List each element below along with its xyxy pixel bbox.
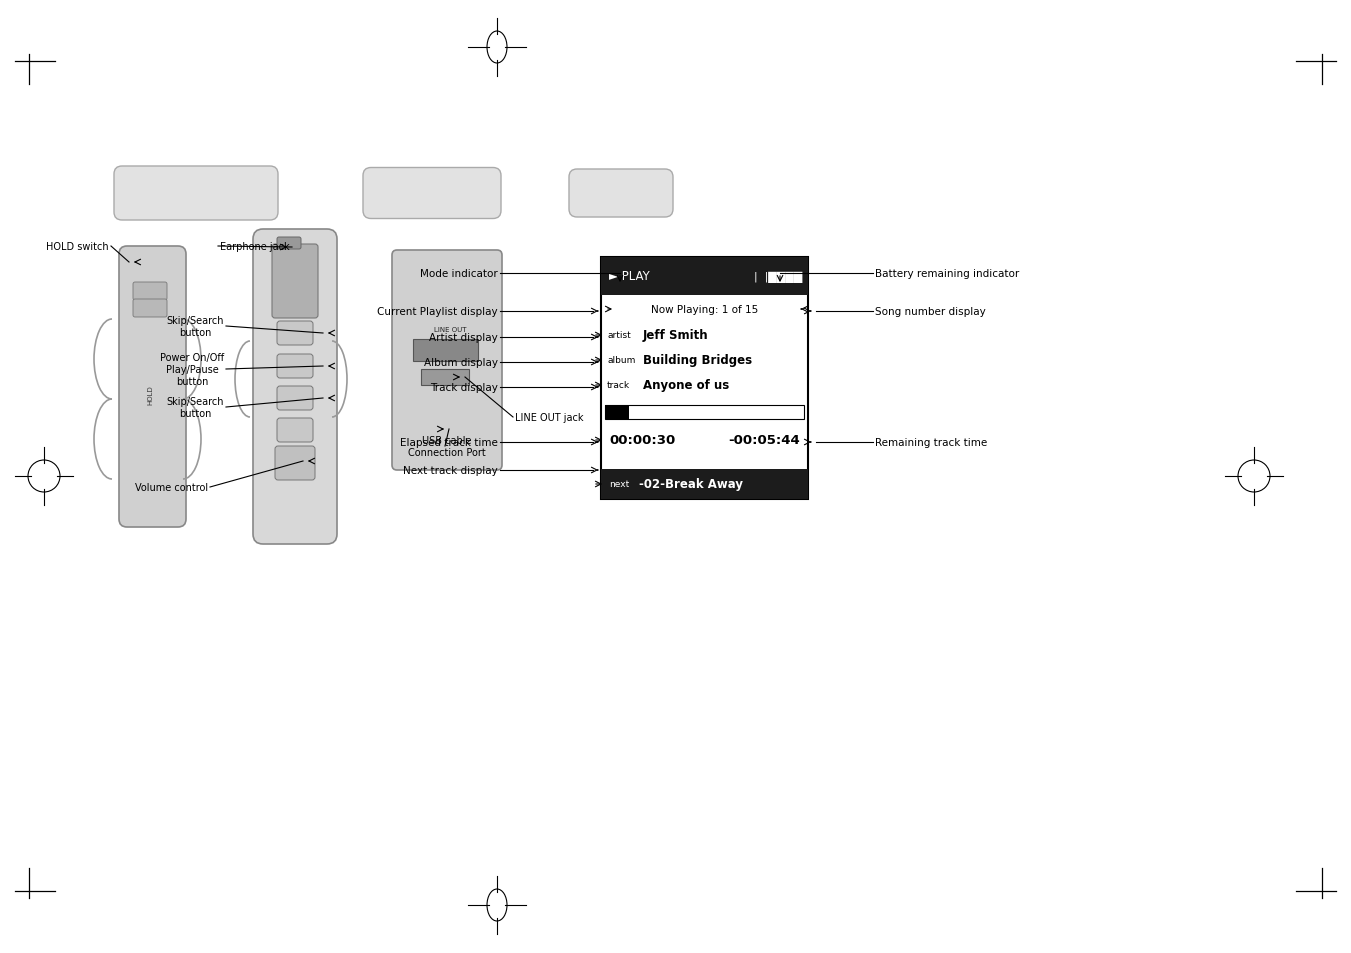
FancyBboxPatch shape (119, 247, 186, 527)
Text: Volume control: Volume control (135, 482, 208, 493)
FancyBboxPatch shape (277, 322, 313, 346)
Text: |  |████: | |████ (754, 271, 802, 282)
Text: Remaining track time: Remaining track time (875, 437, 988, 448)
FancyBboxPatch shape (277, 355, 313, 378)
Text: Skip/Search
button: Skip/Search button (166, 315, 224, 337)
Text: LINE OUT jack: LINE OUT jack (515, 413, 584, 422)
Text: Elapsed track time: Elapsed track time (400, 437, 499, 448)
Text: track: track (607, 381, 630, 390)
Text: USB cable
Connection Port: USB cable Connection Port (408, 436, 486, 457)
Text: Album display: Album display (424, 357, 499, 368)
Bar (413, 339, 478, 361)
Text: Building Bridges: Building Bridges (643, 355, 753, 367)
Bar (601, 470, 808, 499)
Text: Jeff Smith: Jeff Smith (643, 329, 709, 342)
FancyBboxPatch shape (272, 245, 317, 318)
FancyBboxPatch shape (392, 251, 503, 471)
FancyBboxPatch shape (132, 283, 168, 301)
Bar (601, 257, 808, 499)
FancyBboxPatch shape (277, 387, 313, 411)
Text: Song number display: Song number display (875, 307, 986, 316)
Text: album: album (607, 356, 635, 365)
Text: Power On/Off
Play/Pause
button: Power On/Off Play/Pause button (159, 353, 224, 386)
Text: Next track display: Next track display (403, 465, 499, 476)
Text: -00:05:44: -00:05:44 (728, 434, 800, 447)
Text: Anyone of us: Anyone of us (643, 379, 730, 392)
Text: Mode indicator: Mode indicator (420, 269, 499, 278)
Bar (605, 406, 628, 419)
Text: Artist display: Artist display (430, 333, 499, 343)
Text: Track display: Track display (430, 382, 499, 393)
Text: 00:00:30: 00:00:30 (609, 434, 676, 447)
Text: HOLD switch: HOLD switch (46, 242, 109, 252)
FancyBboxPatch shape (277, 418, 313, 442)
FancyBboxPatch shape (363, 169, 501, 219)
FancyBboxPatch shape (277, 237, 301, 250)
Text: Earphone jack: Earphone jack (220, 242, 289, 252)
Bar (601, 257, 808, 295)
FancyBboxPatch shape (569, 170, 673, 218)
Text: Now Playing: 1 of 15: Now Playing: 1 of 15 (651, 305, 758, 314)
FancyBboxPatch shape (132, 299, 168, 317)
Text: artist: artist (607, 331, 631, 340)
FancyBboxPatch shape (253, 230, 336, 544)
Bar (605, 406, 804, 419)
Text: Skip/Search
button: Skip/Search button (166, 396, 224, 418)
Text: HOLD: HOLD (147, 385, 153, 404)
Text: Current Playlist display: Current Playlist display (377, 307, 499, 316)
FancyBboxPatch shape (276, 447, 315, 480)
Bar (422, 370, 469, 386)
Text: ► PLAY: ► PLAY (609, 271, 650, 283)
Text: LINE OUT: LINE OUT (434, 327, 466, 333)
FancyBboxPatch shape (113, 167, 278, 221)
Text: -02-Break Away: -02-Break Away (639, 478, 743, 491)
Text: Battery remaining indicator: Battery remaining indicator (875, 269, 1019, 278)
Text: next: next (609, 480, 630, 489)
